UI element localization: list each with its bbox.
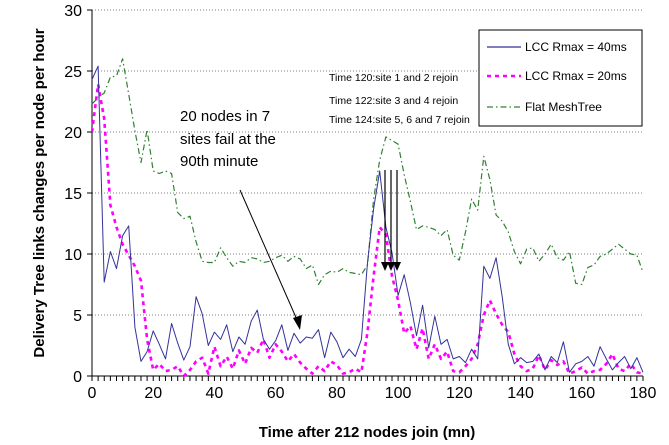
y-tick-label-30: 30 — [64, 3, 82, 20]
y-ticks: 0 5 10 15 20 25 30 — [64, 3, 92, 386]
x-ticks: 0 20 40 60 80 100 120 140 160 180 — [88, 376, 657, 402]
annotation-failure-line-1: 20 nodes in 7 — [180, 108, 270, 125]
rejoin-arrows — [381, 170, 401, 271]
y-axis-title: Delivery Tree links changes per node per… — [31, 28, 48, 357]
series-group — [90, 58, 644, 378]
annotation-rejoin-122: Time 122:site 3 and 4 rejoin — [329, 95, 458, 107]
rejoin-arrowhead-1 — [381, 262, 389, 271]
x-tick-label-60: 60 — [267, 385, 285, 402]
x-tick-label-40: 40 — [206, 385, 224, 402]
y-tick-label-5: 5 — [73, 308, 82, 325]
failure-arrow-line — [239, 189, 299, 323]
y-tick-label-10: 10 — [64, 247, 82, 264]
legend-label-lcc20: LCC Rmax = 20ms — [525, 69, 627, 83]
rejoin-arrowhead-3 — [393, 262, 401, 271]
annotation-rejoin-124: Time 124:site 5, 6 and 7 rejoin — [329, 114, 470, 126]
y-tick-label-25: 25 — [64, 64, 82, 81]
legend-label-flat: Flat MeshTree — [525, 100, 602, 114]
x-tick-label-80: 80 — [328, 385, 346, 402]
y-tick-label-20: 20 — [64, 125, 82, 142]
x-tick-label-140: 140 — [507, 385, 534, 402]
x-tick-label-120: 120 — [446, 385, 473, 402]
series-line-1 — [90, 83, 644, 378]
legend-box — [478, 29, 643, 127]
x-tick-label-20: 20 — [144, 385, 162, 402]
failure-arrowhead — [293, 315, 302, 330]
y-tick-label-0: 0 — [73, 369, 82, 386]
failure-arrow — [239, 189, 302, 330]
x-tick-label-0: 0 — [88, 385, 97, 402]
x-tick-label-100: 100 — [385, 385, 412, 402]
y-tick-label-15: 15 — [64, 186, 82, 203]
legend-label-lcc40: LCC Rmax = 40ms — [525, 40, 627, 54]
annotation-rejoin-120: Time 120:site 1 and 2 rejoin — [329, 72, 458, 84]
annotation-failure-line-2: sites fail at the — [180, 131, 276, 148]
series-line-0 — [91, 65, 644, 373]
x-tick-label-160: 160 — [568, 385, 595, 402]
rejoin-arrowhead-2 — [387, 262, 395, 271]
x-axis-title: Time after 212 nodes join (mn) — [259, 424, 475, 441]
legend: LCC Rmax = 40ms LCC Rmax = 20ms Flat Mes… — [478, 29, 643, 127]
annotation-failure-line-3: 90th minute — [180, 153, 258, 170]
x-tick-label-180: 180 — [630, 385, 657, 402]
